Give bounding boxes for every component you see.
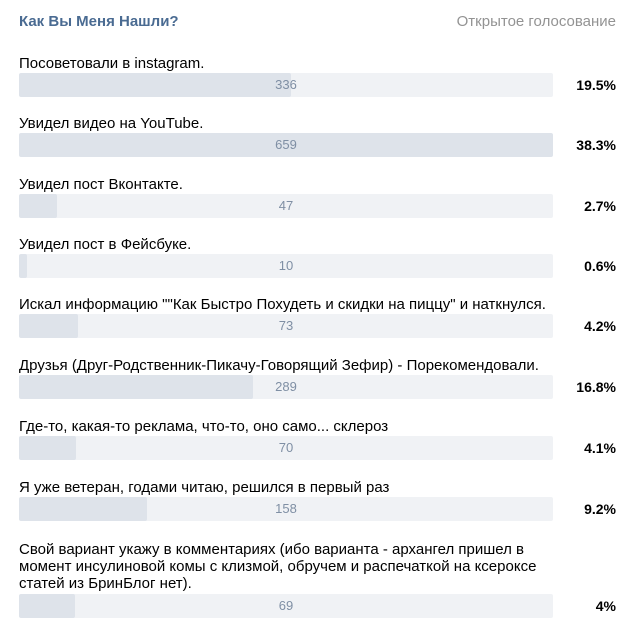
poll-option-count: 70: [278, 440, 294, 455]
poll-option-fill: [19, 497, 147, 521]
poll-option-percent: 0.6%: [584, 258, 616, 274]
poll-title: Как Вы Меня Нашли?: [19, 13, 179, 30]
poll-option-percent: 4.2%: [584, 318, 616, 334]
poll-option-fill: [19, 594, 75, 618]
poll-option-label: Посоветовали в instagram.: [19, 55, 205, 72]
poll-option-count: 336: [275, 77, 297, 92]
poll-option-percent: 4.1%: [584, 440, 616, 456]
poll-option-fill: [19, 375, 253, 399]
poll-option-bar: 47: [19, 194, 553, 218]
poll-option-label: Искал информацию ""Как Быстро Похудеть и…: [19, 296, 546, 313]
poll-option-label: Я уже ветеран, годами читаю, решился в п…: [19, 479, 390, 496]
poll-option-percent: 38.3%: [576, 137, 616, 153]
poll-option-label: Увидел пост в Фейсбуке.: [19, 236, 192, 253]
poll-option-fill: [19, 254, 27, 278]
poll-option-count: 158: [275, 501, 297, 516]
poll-option-label: Где-то, какая-то реклама, что-то, оно са…: [19, 418, 389, 435]
poll-option-bar: 10: [19, 254, 553, 278]
poll-option-label: Увидел видео на YouTube.: [19, 115, 204, 132]
poll-type: Открытое голосование: [456, 13, 616, 30]
poll-option-bar: 70: [19, 436, 553, 460]
poll-option-bar: 289: [19, 375, 553, 399]
poll-option-bar: 158: [19, 497, 553, 521]
poll-option-percent: 4%: [595, 598, 616, 614]
poll-option-percent: 9.2%: [584, 501, 616, 517]
poll-option-fill: [19, 133, 553, 157]
poll-option-bar: 659: [19, 133, 553, 157]
poll-option-percent: 2.7%: [584, 198, 616, 214]
poll-option-percent: 16.8%: [576, 379, 616, 395]
poll-option-count: 289: [275, 379, 297, 394]
poll-header: Как Вы Меня Нашли? Открытое голосование: [19, 13, 616, 35]
poll-option-label: Свой вариант укажу в комментариях (ибо в…: [19, 541, 537, 592]
poll-option-count: 47: [278, 198, 294, 213]
poll-option-bar: 73: [19, 314, 553, 338]
poll-option-bar: 69: [19, 594, 553, 618]
poll-option-count: 69: [278, 598, 294, 613]
poll-option-count: 10: [278, 258, 294, 273]
poll-option-count: 659: [275, 137, 297, 152]
poll-option-label: Увидел пост Вконтакте.: [19, 176, 183, 193]
poll-option-percent: 19.5%: [576, 77, 616, 93]
poll-option-fill: [19, 194, 57, 218]
poll-option-fill: [19, 436, 76, 460]
poll-option-label: Друзья (Друг-Родственник-Пикачу-Говорящи…: [19, 357, 539, 374]
poll-option-bar: 336: [19, 73, 553, 97]
poll-option-fill: [19, 73, 291, 97]
poll-option-count: 73: [278, 318, 294, 333]
poll-option-fill: [19, 314, 78, 338]
